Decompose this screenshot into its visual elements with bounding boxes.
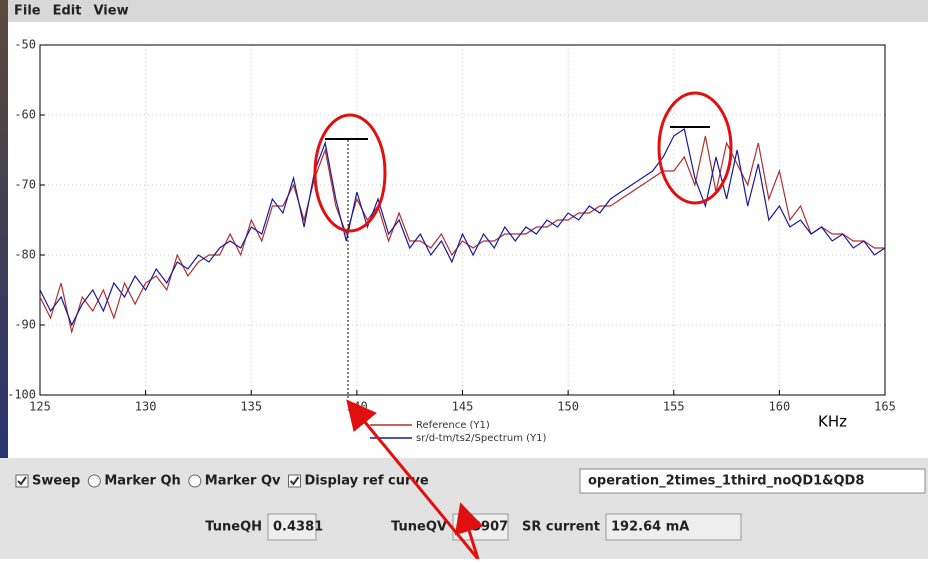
- menu-item[interactable]: File: [14, 4, 41, 19]
- series-line: [39, 128, 886, 327]
- plot-frame: [39, 44, 886, 396]
- radio-button[interactable]: [87, 474, 101, 488]
- x-tick-label: 145: [452, 400, 474, 414]
- control-label[interactable]: Marker Qv: [205, 474, 281, 489]
- x-tick-label: 155: [663, 400, 685, 414]
- text-field[interactable]: [579, 468, 926, 494]
- y-tick-label: -70: [14, 178, 36, 192]
- plot-panel: [8, 22, 928, 458]
- check-mark: [17, 476, 27, 486]
- readout-label: TuneQH: [205, 520, 262, 535]
- radio-button[interactable]: [188, 474, 202, 488]
- highlight-circle: [313, 113, 387, 233]
- x-tick-label: 165: [874, 400, 896, 414]
- readout-value: 192.64 mA: [611, 520, 689, 535]
- y-tick-label: -100: [7, 388, 36, 402]
- y-tick-label: -80: [14, 248, 36, 262]
- menu-bar: [8, 0, 928, 22]
- readout-label: TuneQV: [391, 520, 447, 535]
- control-label[interactable]: Display ref curve: [305, 474, 429, 489]
- x-tick-label: 130: [135, 400, 157, 414]
- x-tick-label: 125: [29, 400, 51, 414]
- x-tick-label: 135: [240, 400, 262, 414]
- menu-item[interactable]: Edit: [53, 4, 82, 19]
- y-tick-label: -90: [14, 318, 36, 332]
- y-tick-label: -50: [14, 38, 36, 52]
- arrow: [454, 502, 484, 560]
- readout-label: SR current: [522, 520, 600, 535]
- annotations: [313, 91, 733, 560]
- check-mark: [289, 476, 300, 486]
- highlight-circle: [657, 91, 733, 205]
- menu-item[interactable]: View: [93, 4, 128, 19]
- control-label[interactable]: Sweep: [32, 474, 80, 489]
- readout-value: 0.4381: [273, 520, 323, 535]
- readout-box: [267, 513, 317, 541]
- series-line: [39, 135, 885, 335]
- legend-label: Reference (Y1): [416, 420, 490, 431]
- preset-name: operation_2times_1third_noQD1&QD8: [588, 474, 864, 489]
- x-tick-label: 160: [769, 400, 791, 414]
- x-axis-label: KHz: [818, 413, 847, 431]
- control-label[interactable]: Marker Qh: [104, 474, 180, 489]
- x-tick-label: 150: [557, 400, 579, 414]
- y-tick-label: -60: [14, 108, 36, 122]
- readout-box: [605, 513, 742, 541]
- legend-label: sr/d-tm/ts2/Spectrum (Y1): [416, 433, 547, 444]
